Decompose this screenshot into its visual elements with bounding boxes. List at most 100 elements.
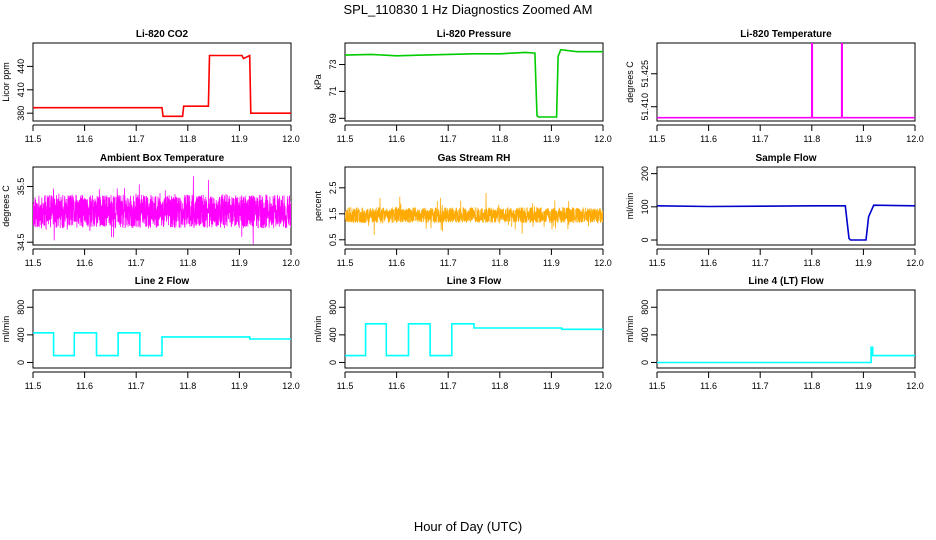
x-tick-label: 11.8 bbox=[491, 381, 508, 391]
panel-8: Line 4 (LT) Flow 11.5 11.6 11.7 11.8 11.9 12.0… bbox=[625, 276, 924, 391]
y-tick-label: 100 bbox=[640, 199, 650, 214]
y-axis-label: percent bbox=[313, 190, 323, 221]
x-tick-label: 11.9 bbox=[855, 258, 872, 268]
panel-6: Line 2 Flow 11.5 11.6 11.7 11.8 11.9 12.0 0 400 8… bbox=[1, 276, 300, 391]
plot-frame bbox=[32, 289, 292, 369]
y-tick-label: 400 bbox=[640, 327, 650, 342]
y-tick-label: 380 bbox=[16, 106, 26, 121]
y-axis-label: degrees C bbox=[1, 185, 11, 227]
panel-title: Gas Stream RH bbox=[438, 153, 511, 164]
x-tick-label: 12.0 bbox=[906, 258, 924, 268]
x-tick-label: 11.6 bbox=[388, 134, 405, 144]
panel-3: Ambient Box Temperature 11.5 11.6 11.7 11.8 1… bbox=[1, 153, 300, 268]
panel-title: Line 2 Flow bbox=[135, 276, 190, 287]
y-tick-label: 73 bbox=[328, 60, 338, 70]
panel-2: Li-820 Temperature 11.5 11.6 11.7 11.8 11.9 12… bbox=[625, 29, 924, 144]
x-tick-label: 11.6 bbox=[388, 258, 405, 268]
panel-title: Line 3 Flow bbox=[447, 276, 502, 287]
x-tick-label: 12.0 bbox=[282, 258, 300, 268]
y-axis-label: ml/min bbox=[313, 316, 323, 343]
panel-4: Gas Stream RH 11.5 11.6 11.7 11.8 11.9 12.0 0.5… bbox=[313, 153, 612, 268]
x-tick-label: 12.0 bbox=[906, 381, 924, 391]
x-tick-label: 11.6 bbox=[388, 381, 405, 391]
x-tick-label: 11.7 bbox=[440, 381, 457, 391]
panels: Li-820 CO2 11.5 11.6 11.7 11.8 11.9 12.0 380 410… bbox=[1, 29, 924, 391]
series-line bbox=[345, 48, 603, 118]
x-tick-label: 11.8 bbox=[179, 134, 196, 144]
x-tick-label: 11.5 bbox=[649, 381, 666, 391]
x-tick-label: 12.0 bbox=[594, 381, 612, 391]
x-tick-label: 11.8 bbox=[803, 134, 820, 144]
x-tick-label: 11.5 bbox=[25, 258, 42, 268]
y-tick-label: 440 bbox=[16, 59, 26, 74]
x-tick-label: 11.8 bbox=[179, 258, 196, 268]
x-tick-label: 11.8 bbox=[803, 258, 820, 268]
series-line bbox=[33, 331, 291, 357]
x-tick-label: 11.8 bbox=[179, 381, 196, 391]
plot-frame bbox=[32, 42, 292, 122]
x-tick-label: 11.9 bbox=[543, 258, 560, 268]
panel-title: Sample Flow bbox=[755, 153, 816, 164]
x-tick-label: 11.9 bbox=[855, 381, 872, 391]
x-tick-label: 11.9 bbox=[231, 381, 248, 391]
x-tick-label: 12.0 bbox=[282, 134, 300, 144]
y-tick-label: 0 bbox=[640, 360, 650, 365]
panel-1: Li-820 Pressure 11.5 11.6 11.7 11.8 11.9 12.0 6… bbox=[313, 29, 612, 144]
y-axis-label: degrees C bbox=[625, 61, 635, 103]
x-tick-label: 11.6 bbox=[76, 381, 93, 391]
series-line bbox=[657, 43, 915, 119]
x-tick-label: 11.5 bbox=[649, 134, 666, 144]
series-line bbox=[345, 322, 603, 357]
x-tick-label: 11.6 bbox=[76, 258, 93, 268]
x-tick-label: 12.0 bbox=[594, 134, 612, 144]
x-tick-label: 11.9 bbox=[231, 258, 248, 268]
y-tick-label: 0.5 bbox=[328, 234, 338, 247]
x-tick-label: 11.5 bbox=[25, 134, 42, 144]
y-tick-label: 800 bbox=[640, 300, 650, 315]
y-tick-label: 400 bbox=[16, 327, 26, 342]
panel-7: Line 3 Flow 11.5 11.6 11.7 11.8 11.9 12.0 0 400 8… bbox=[313, 276, 612, 391]
y-tick-label: 800 bbox=[16, 300, 26, 315]
plot-frame bbox=[656, 289, 916, 369]
x-tick-label: 11.7 bbox=[752, 134, 769, 144]
panel-title: Li-820 Pressure bbox=[437, 29, 512, 40]
plot-frame bbox=[656, 42, 916, 122]
x-tick-label: 12.0 bbox=[594, 258, 612, 268]
y-tick-label: 400 bbox=[328, 327, 338, 342]
x-tick-label: 11.8 bbox=[803, 381, 820, 391]
x-tick-label: 11.9 bbox=[855, 134, 872, 144]
y-tick-label: 69 bbox=[328, 113, 338, 123]
x-tick-label: 11.7 bbox=[128, 134, 145, 144]
x-tick-label: 11.9 bbox=[231, 134, 248, 144]
x-tick-label: 12.0 bbox=[282, 381, 300, 391]
x-tick-label: 11.7 bbox=[440, 134, 457, 144]
y-tick-label: 35.5 bbox=[16, 178, 26, 196]
y-tick-label: 0 bbox=[16, 360, 26, 365]
x-tick-label: 11.7 bbox=[752, 258, 769, 268]
figure-title: SPL_110830 1 Hz Diagnostics Zoomed AM bbox=[343, 2, 592, 17]
plot-frame bbox=[344, 42, 604, 122]
panel-title: Line 4 (LT) Flow bbox=[748, 276, 824, 287]
x-tick-label: 12.0 bbox=[906, 134, 924, 144]
series-line bbox=[657, 204, 915, 241]
y-axis-label: ml/min bbox=[625, 316, 635, 343]
x-tick-label: 11.9 bbox=[543, 381, 560, 391]
x-tick-label: 11.7 bbox=[440, 258, 457, 268]
y-tick-label: 200 bbox=[640, 166, 650, 181]
x-tick-label: 11.6 bbox=[700, 381, 717, 391]
panel-title: Ambient Box Temperature bbox=[100, 153, 225, 164]
series-line bbox=[657, 346, 915, 364]
x-tick-label: 11.6 bbox=[700, 258, 717, 268]
y-axis-label: ml/min bbox=[1, 316, 11, 343]
series-line bbox=[345, 192, 603, 235]
x-tick-label: 11.5 bbox=[337, 134, 354, 144]
x-tick-label: 11.5 bbox=[337, 381, 354, 391]
x-tick-label: 11.7 bbox=[752, 381, 769, 391]
x-tick-label: 11.9 bbox=[543, 134, 560, 144]
x-tick-label: 11.8 bbox=[491, 258, 508, 268]
y-tick-label: 410 bbox=[16, 82, 26, 97]
y-axis-label: Licor ppm bbox=[1, 62, 11, 102]
y-tick-label: 1.5 bbox=[328, 208, 338, 221]
y-tick-label: 51.425 bbox=[640, 60, 650, 88]
